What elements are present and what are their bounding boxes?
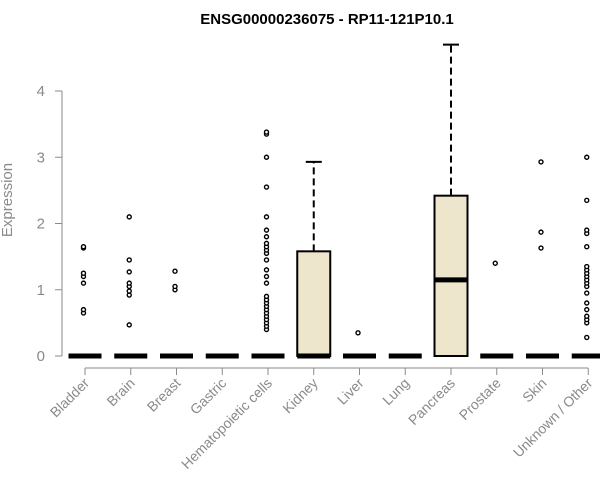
outlier-hematopoietic-cells-12 — [263, 273, 270, 280]
box-prostate — [480, 260, 514, 359]
box-pancreas — [433, 43, 469, 357]
box-body-kidney — [296, 250, 332, 357]
outlier-bladder-2 — [80, 280, 87, 286]
outlier-hematopoietic-cells-10 — [263, 293, 270, 300]
box-liver — [343, 330, 376, 359]
outlier-brain-5 — [126, 269, 132, 275]
outlier-unknown-other-13 — [584, 263, 590, 270]
x-tick-label-unknown-other: Unknown / Other — [510, 375, 596, 461]
y-tick-label-2: 2 — [37, 216, 45, 233]
x-tick-label-gastric: Gastric — [187, 375, 230, 418]
outlier-hematopoietic-cells-19 — [263, 234, 270, 240]
outlier-hematopoietic-cells-18 — [263, 240, 270, 247]
outlier-unknown-other-5 — [584, 300, 590, 306]
outlier-unknown-other-14 — [584, 243, 590, 250]
outlier-bladder-1 — [80, 306, 87, 313]
outlier-breast-2 — [172, 268, 178, 274]
x-tick-label-breast: Breast — [144, 375, 184, 415]
outlier-unknown-other-6 — [584, 290, 590, 296]
plot-area — [68, 43, 600, 359]
outlier-unknown-other-16 — [584, 227, 590, 233]
x-tick-label-kidney: Kidney — [279, 375, 321, 417]
box-kidney — [296, 160, 332, 359]
outlier-hematopoietic-cells-23 — [263, 154, 270, 160]
outlier-unknown-other-4 — [584, 306, 590, 313]
box-breast — [160, 268, 193, 359]
x-tick-label-bladder: Bladder — [47, 375, 93, 421]
outlier-hematopoietic-cells-14 — [263, 257, 270, 263]
box-bladder — [68, 243, 102, 359]
x-tick-label-pancreas: Pancreas — [405, 375, 458, 428]
outlier-hematopoietic-cells-13 — [263, 267, 270, 273]
outlier-skin-0 — [538, 245, 544, 251]
outlier-unknown-other-18 — [584, 154, 590, 160]
box-hematopoietic-cells — [251, 129, 285, 359]
y-axis: 0 1 2 3 4 — [37, 83, 63, 365]
outlier-brain-0 — [126, 322, 132, 328]
x-tick-label-lung: Lung — [379, 375, 412, 408]
outlier-brain-2 — [126, 288, 132, 294]
box-unknown-other — [571, 154, 600, 359]
chart-title: ENSG00000236075 - RP11-121P10.1 — [200, 11, 454, 28]
box-skin — [526, 159, 559, 359]
outlier-bladder-6 — [80, 243, 87, 250]
outlier-unknown-other-3 — [584, 313, 590, 319]
x-tick-label-liver: Liver — [334, 375, 367, 408]
outlier-hematopoietic-cells-11 — [263, 280, 270, 286]
y-tick-label-4: 4 — [37, 83, 45, 100]
outlier-hematopoietic-cells-20 — [263, 227, 270, 233]
outlier-skin-1 — [538, 229, 544, 235]
y-axis-label: Expression — [0, 163, 16, 237]
x-tick-label-skin: Skin — [519, 375, 550, 406]
outlier-brain-6 — [126, 257, 132, 263]
outlier-hematopoietic-cells-21 — [263, 214, 270, 220]
outlier-hematopoietic-cells-22 — [263, 184, 270, 190]
outlier-unknown-other-17 — [584, 197, 590, 204]
box-body-pancreas — [433, 194, 469, 357]
outlier-brain-4 — [126, 280, 132, 286]
outlier-skin-2 — [538, 159, 544, 165]
box-brain — [114, 214, 148, 359]
y-tick-label-0: 0 — [37, 348, 45, 365]
x-tick-label-prostate: Prostate — [456, 375, 504, 423]
outlier-hematopoietic-cells-25 — [263, 129, 270, 135]
x-tick-label-brain: Brain — [103, 375, 137, 409]
outlier-bladder-4 — [80, 270, 87, 276]
outlier-liver-0 — [355, 330, 361, 336]
outlier-unknown-other-0 — [584, 334, 590, 341]
outlier-prostate-0 — [492, 260, 498, 266]
x-tick-label-hematopoietic-cells: Hematopoietic cells — [178, 375, 275, 472]
y-tick-label-3: 3 — [37, 149, 45, 166]
outlier-breast-1 — [172, 283, 178, 290]
y-tick-label-1: 1 — [37, 282, 45, 299]
outlier-brain-7 — [126, 214, 132, 220]
